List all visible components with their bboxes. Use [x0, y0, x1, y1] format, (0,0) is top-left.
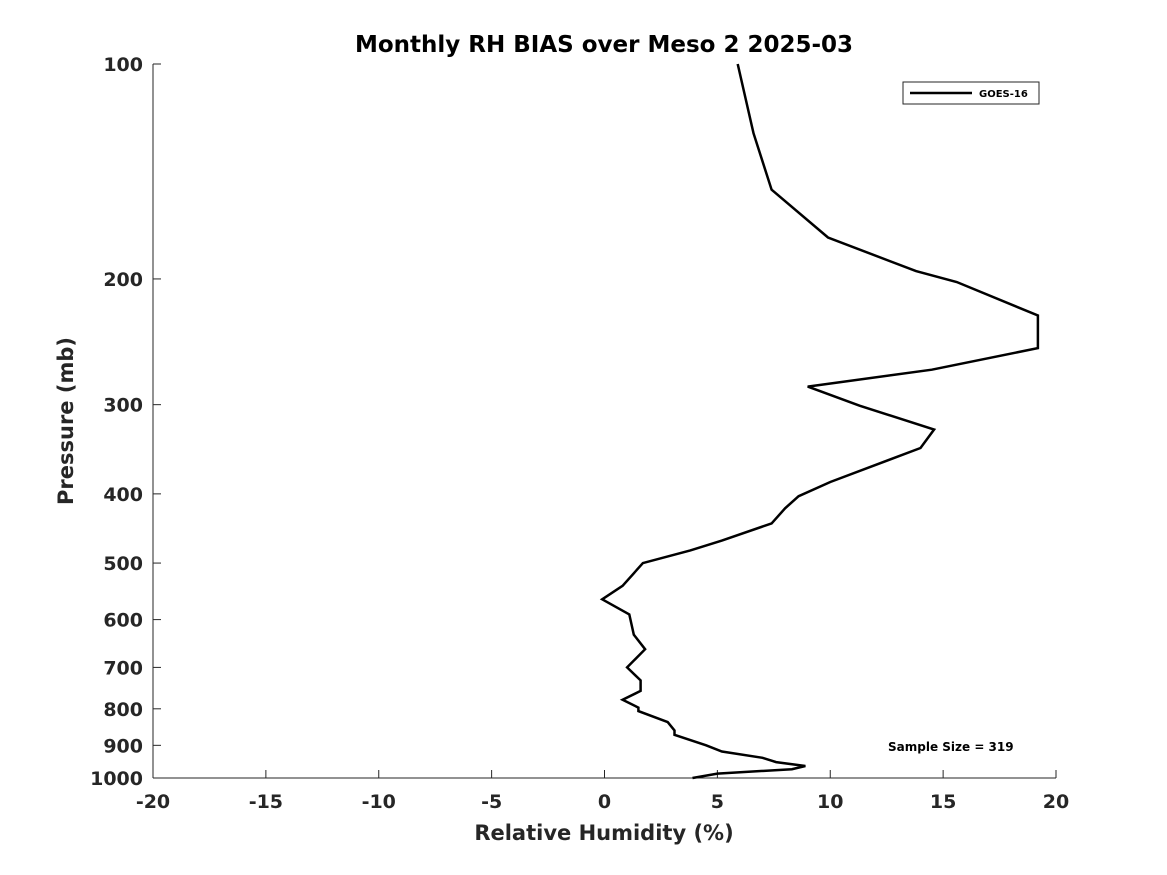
y-tick-label: 300 — [103, 395, 143, 417]
x-ticks-group: -20 -15 -10 -5 0 5 10 15 20 — [136, 770, 1069, 813]
series-group — [599, 63, 1040, 780]
x-tick-label: 0 — [598, 791, 611, 813]
y-tick-label: 500 — [103, 553, 143, 575]
series-line-goes-16 — [599, 63, 1040, 780]
x-tick-label: 10 — [817, 791, 843, 813]
sample-size-annotation: Sample Size = 319 — [888, 740, 1014, 754]
y-tick-label: 700 — [103, 657, 143, 679]
legend: GOES-16 — [902, 81, 1040, 105]
y-tick-label: 100 — [103, 54, 143, 76]
y-axis-title: Pressure (mb) — [54, 337, 78, 505]
y-ticks-group: 100 200 300 400 500 600 700 800 900 1000 — [90, 54, 161, 790]
x-tick-label: -20 — [136, 791, 170, 813]
y-tick-label: 1000 — [90, 768, 143, 790]
x-tick-label: -15 — [249, 791, 283, 813]
chart-title: Monthly RH BIAS over Meso 2 2025-03 — [355, 32, 853, 58]
y-tick-label: 400 — [103, 484, 143, 506]
y-tick-label: 600 — [103, 610, 143, 632]
y-tick-label: 200 — [103, 269, 143, 291]
x-tick-label: -5 — [481, 791, 502, 813]
x-axis-title: Relative Humidity (%) — [474, 821, 733, 845]
y-tick-label: 800 — [103, 699, 143, 721]
x-tick-label: 5 — [711, 791, 724, 813]
x-tick-label: 20 — [1043, 791, 1069, 813]
y-tick-label: 900 — [103, 735, 143, 757]
legend-label-goes-16: GOES-16 — [979, 89, 1028, 100]
x-tick-label: -10 — [362, 791, 396, 813]
x-tick-label: 15 — [930, 791, 956, 813]
